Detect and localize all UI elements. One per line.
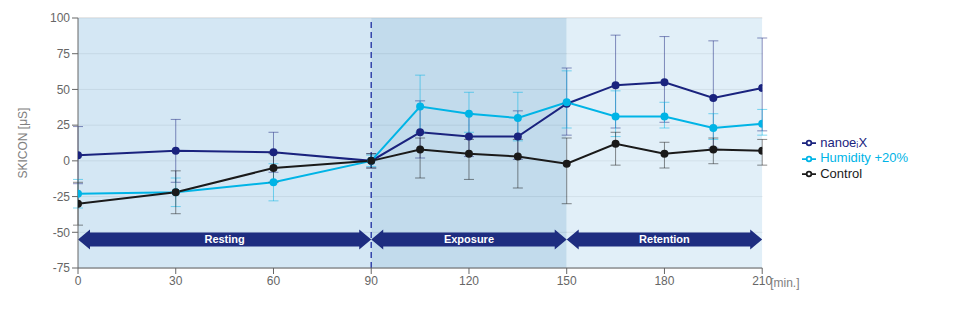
svg-text:Retention: Retention — [639, 233, 690, 245]
svg-text:150: 150 — [557, 274, 577, 288]
svg-text:-25: -25 — [53, 190, 71, 204]
svg-text:90: 90 — [365, 274, 379, 288]
svg-text:0: 0 — [75, 274, 82, 288]
svg-text:25: 25 — [57, 118, 71, 132]
html-text:Humidity +20%: Humidity +20% — [820, 150, 908, 166]
svg-text:0: 0 — [63, 154, 70, 168]
html-text:nanoeᵢX: nanoeᵢX — [820, 134, 868, 150]
svg-text:30: 30 — [169, 274, 183, 288]
svg-text:60: 60 — [267, 274, 281, 288]
svg-text:50: 50 — [57, 83, 71, 97]
svg-text:Exposure: Exposure — [444, 233, 494, 245]
svg-text:210: 210 — [752, 273, 773, 288]
svg-text:75: 75 — [57, 47, 71, 61]
svg-text:100: 100 — [50, 11, 70, 25]
svg-text:-50: -50 — [53, 226, 71, 240]
svg-text:Resting: Resting — [204, 233, 244, 245]
svg-text:120: 120 — [459, 274, 479, 288]
svg-text:-75: -75 — [53, 261, 71, 275]
svg-text:180: 180 — [654, 274, 674, 288]
svg-text:[min.]: [min.] — [770, 276, 799, 290]
svg-text:SKICON [μS]: SKICON [μS] — [16, 108, 30, 179]
html-text:Control: Control — [820, 165, 863, 181]
